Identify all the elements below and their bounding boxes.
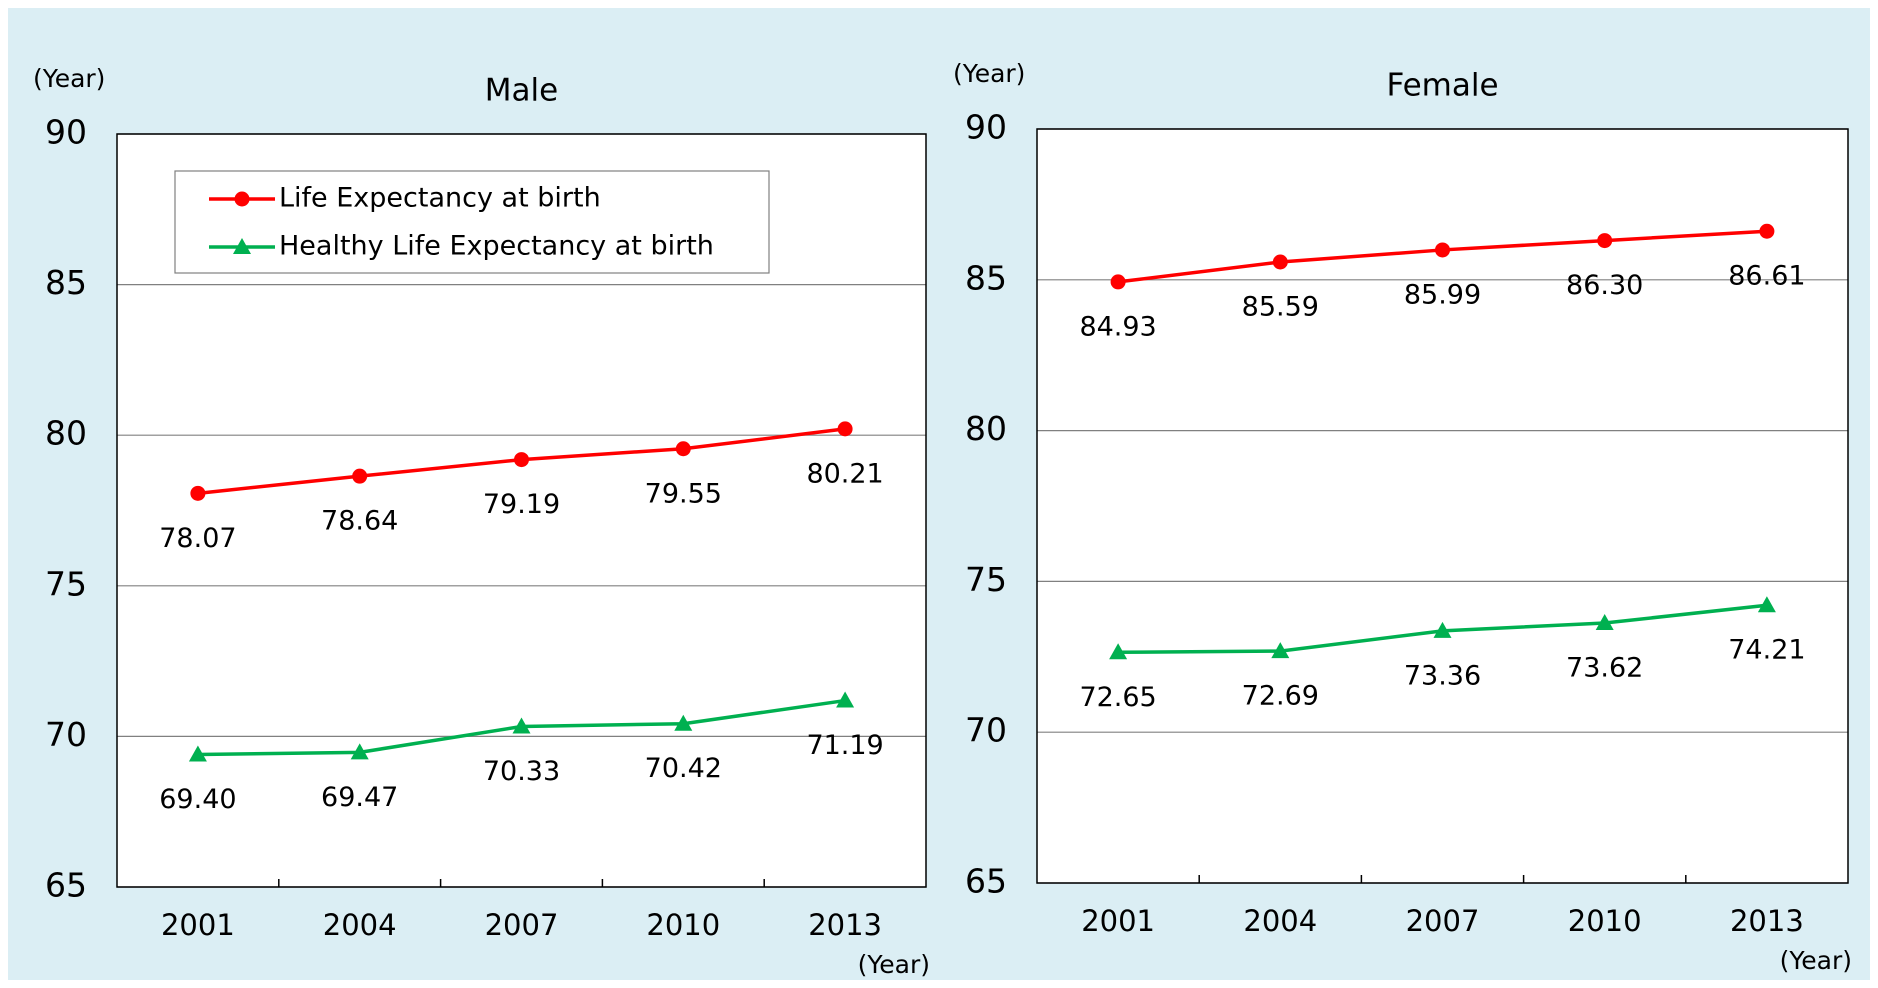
- legend-marker: [234, 191, 250, 207]
- x-tick-label: 2013: [1730, 904, 1804, 938]
- plot-border: [116, 133, 927, 888]
- data-point: [1597, 233, 1613, 249]
- data-point: [190, 485, 206, 501]
- plot-border: [1036, 128, 1849, 884]
- x-tick-label: 2010: [1568, 904, 1642, 938]
- x-tick-label: 2013: [808, 908, 882, 942]
- y-tick-label: 65: [965, 862, 1007, 901]
- y-tick-label: 80: [965, 409, 1007, 448]
- x-tick-label: 2001: [161, 908, 235, 942]
- y-tick-label: 85: [965, 258, 1007, 297]
- data-label: 72.69: [1242, 681, 1319, 712]
- data-label: 85.99: [1404, 279, 1481, 310]
- legend-label: Life Expectancy at birth: [279, 183, 601, 214]
- data-label: 72.65: [1079, 682, 1156, 713]
- data-label: 69.40: [159, 784, 236, 815]
- data-label: 74.21: [1728, 635, 1805, 666]
- y-axis-label: (Year): [33, 64, 105, 93]
- data-label: 73.62: [1566, 653, 1643, 684]
- data-label: 79.55: [645, 478, 722, 509]
- data-label: 73.36: [1404, 660, 1481, 691]
- data-point: [836, 691, 855, 708]
- data-point: [350, 743, 369, 760]
- data-point: [675, 441, 691, 457]
- data-point: [1435, 242, 1450, 258]
- data-point: [1272, 254, 1288, 270]
- x-tick-label: 2004: [323, 908, 397, 942]
- data-label: 70.33: [483, 756, 560, 787]
- data-label: 84.93: [1079, 311, 1156, 342]
- chart-title: Female: [1386, 68, 1498, 104]
- x-tick-label: 2007: [485, 908, 559, 942]
- data-point: [1759, 223, 1775, 239]
- data-point: [514, 452, 529, 468]
- plot-area: [1037, 129, 1848, 883]
- y-tick-label: 70: [965, 711, 1007, 750]
- legend-box: [174, 170, 770, 274]
- data-point: [837, 421, 853, 437]
- x-axis-label: (Year): [858, 950, 930, 979]
- data-point: [188, 745, 207, 762]
- chart-title: Male: [485, 73, 558, 109]
- y-tick-label: 75: [965, 560, 1007, 599]
- data-label: 80.21: [806, 458, 883, 489]
- x-tick-label: 2010: [646, 908, 720, 942]
- y-tick-label: 75: [45, 564, 87, 603]
- data-point: [1110, 274, 1126, 290]
- y-tick-label: 65: [45, 866, 87, 905]
- data-point: [1757, 596, 1776, 613]
- data-label: 71.19: [806, 730, 883, 761]
- data-label: 86.30: [1566, 270, 1643, 301]
- x-tick-label: 2004: [1243, 904, 1317, 938]
- legend-label: Healthy Life Expectancy at birth: [279, 231, 714, 262]
- x-tick-label: 2001: [1081, 904, 1155, 938]
- legend-marker: [233, 238, 251, 254]
- data-label: 78.64: [321, 506, 398, 537]
- data-point: [1271, 642, 1290, 659]
- data-point: [1109, 643, 1128, 660]
- y-axis-label: (Year): [953, 59, 1025, 88]
- y-tick-label: 85: [45, 263, 87, 302]
- data-point: [674, 714, 693, 731]
- data-point: [1595, 614, 1614, 631]
- data-point: [352, 468, 368, 484]
- y-tick-label: 90: [45, 113, 87, 152]
- y-tick-label: 80: [45, 414, 87, 453]
- y-tick-label: 90: [965, 108, 1007, 147]
- x-axis-label: (Year): [1780, 946, 1852, 975]
- data-point: [1433, 621, 1452, 638]
- y-tick-label: 70: [45, 715, 87, 754]
- x-tick-label: 2007: [1406, 904, 1480, 938]
- data-label: 86.61: [1728, 261, 1805, 292]
- data-label: 70.42: [645, 753, 722, 784]
- data-label: 85.59: [1242, 292, 1319, 323]
- data-label: 78.07: [159, 523, 236, 554]
- data-label: 69.47: [321, 782, 398, 813]
- data-point: [512, 717, 531, 734]
- data-label: 79.19: [483, 489, 560, 520]
